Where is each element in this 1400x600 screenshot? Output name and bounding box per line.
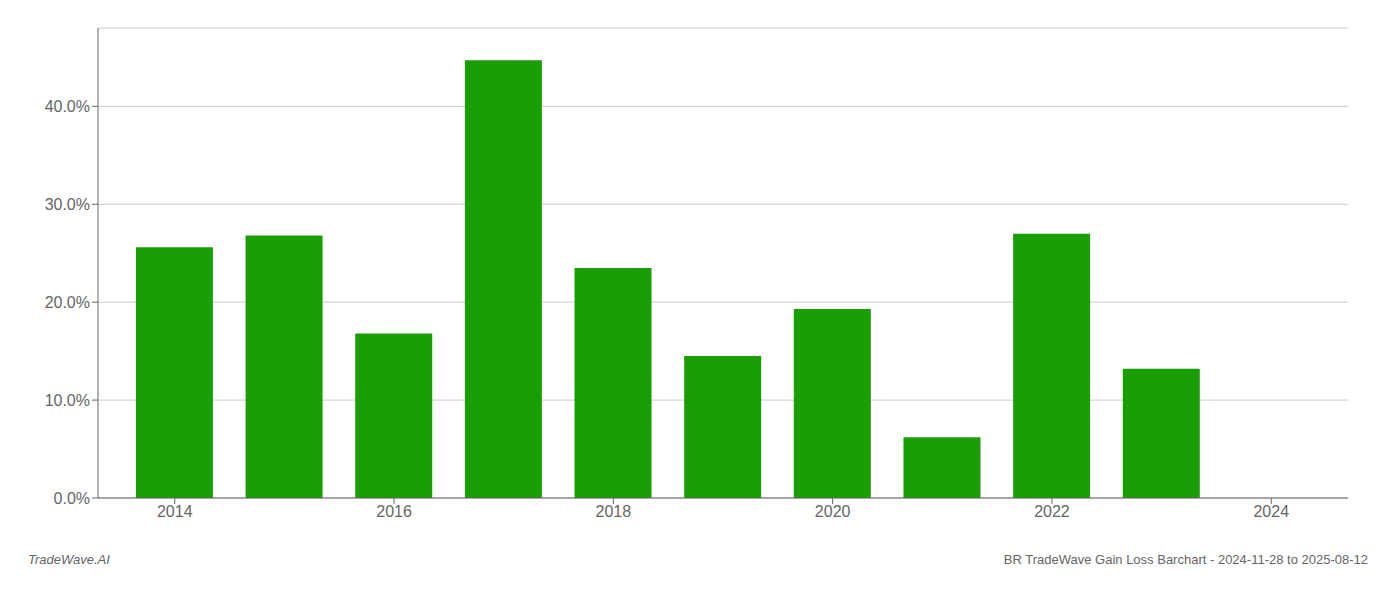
svg-text:0.0%: 0.0% [54,490,90,507]
svg-text:2024: 2024 [1253,503,1289,520]
html-text:TradeWave.AI: TradeWave.AI [28,552,110,567]
svg-text:40.0%: 40.0% [45,98,90,115]
svg-text:2020: 2020 [815,503,851,520]
html-text:BR TradeWave Gain Loss Barchar: BR TradeWave Gain Loss Barchart - 2024-1… [1003,552,1368,567]
svg-text:20.0%: 20.0% [45,294,90,311]
svg-text:2016: 2016 [376,503,412,520]
svg-text:2014: 2014 [157,503,193,520]
svg-text:2022: 2022 [1034,503,1070,520]
svg-text:2018: 2018 [596,503,632,520]
svg-text:30.0%: 30.0% [45,196,90,213]
svg-text:10.0%: 10.0% [45,392,90,409]
